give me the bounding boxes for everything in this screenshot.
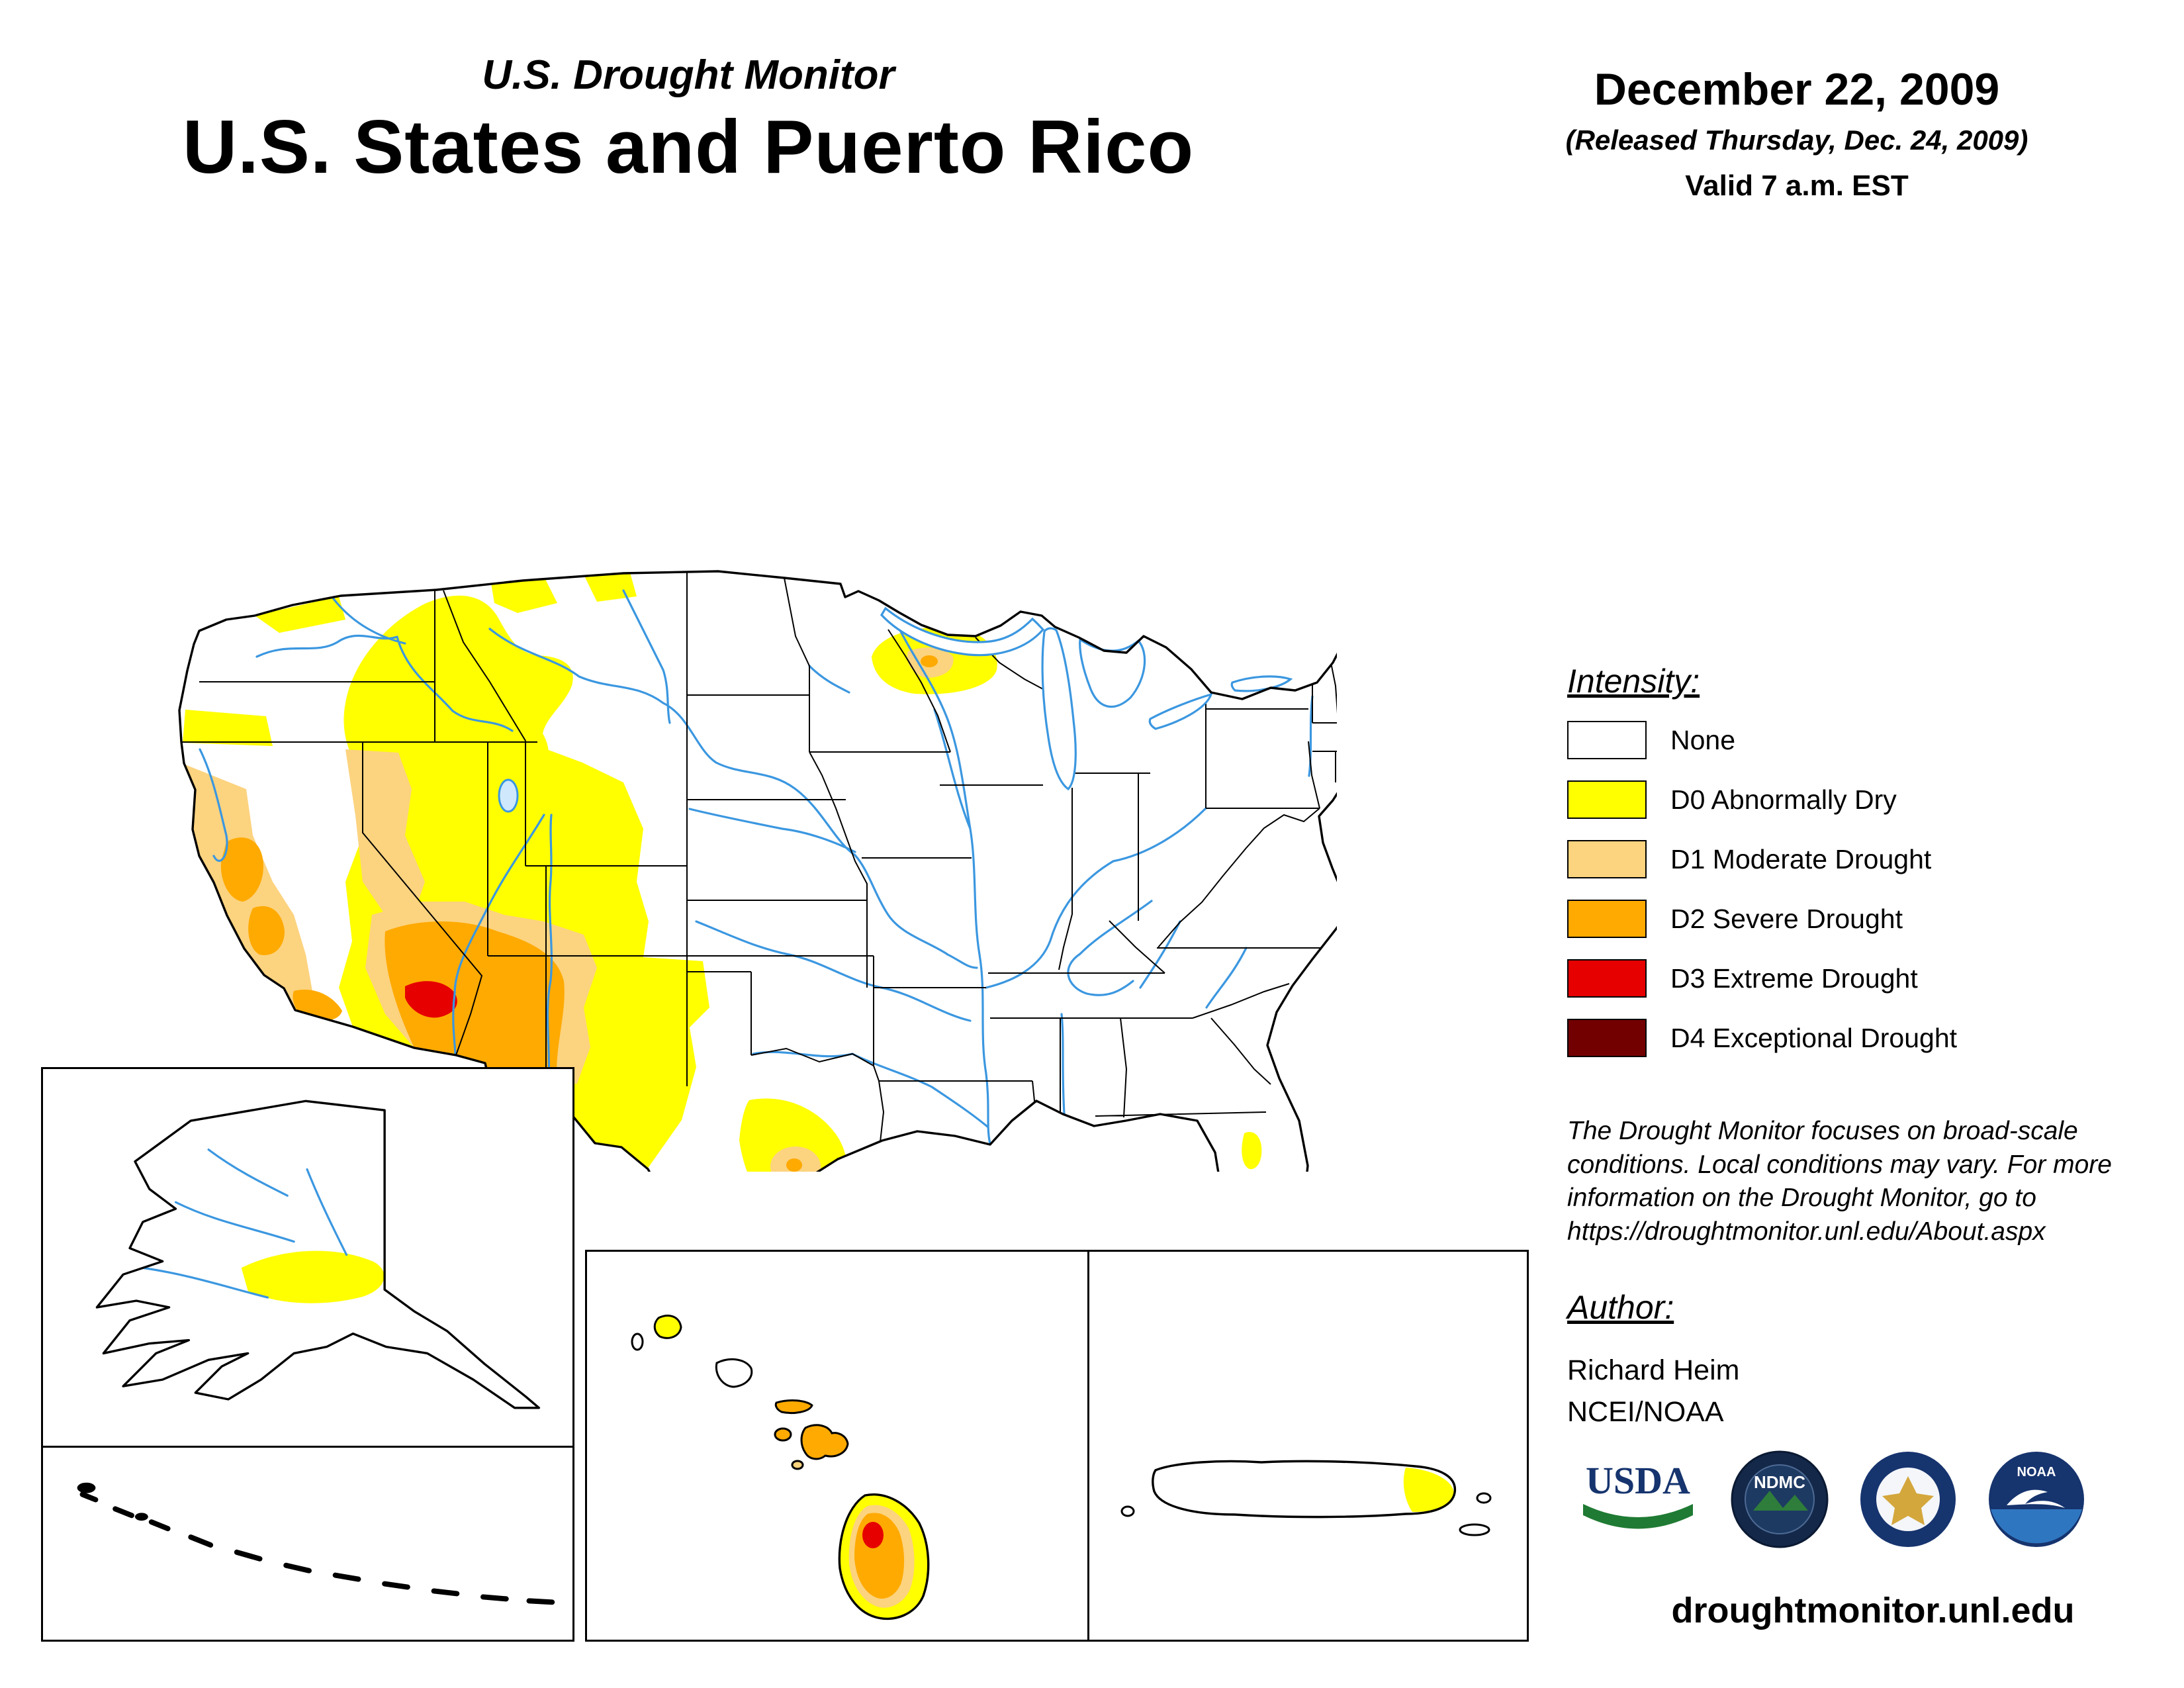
legend-label: None	[1670, 724, 1736, 755]
alaska-inset	[41, 1067, 574, 1448]
swatch-d4	[1567, 1019, 1647, 1057]
noaa-sea	[1991, 1509, 2082, 1544]
puerto-rico-d0-area	[1403, 1468, 1454, 1513]
puerto-rico-inset	[1087, 1250, 1529, 1642]
lake-superior	[880, 606, 1045, 657]
disclaimer-text: The Drought Monitor focuses on broad-sca…	[1567, 1117, 2112, 1246]
commerce-eagle-emblem	[1882, 1476, 1934, 1525]
aleutians-inset	[41, 1446, 574, 1642]
aleutians-map	[77, 1482, 555, 1605]
legend-item: D2 Severe Drought	[1567, 899, 2184, 939]
swatch-d3	[1567, 959, 1647, 998]
author-heading: Author:	[1567, 1289, 1674, 1326]
big-island	[838, 1493, 930, 1620]
author-name: Richard Heim	[1567, 1354, 1740, 1386]
us-outline	[178, 570, 1337, 1172]
map-date: December 22, 2009	[1594, 64, 2000, 115]
noaa-logo-text: NOAA	[2017, 1465, 2056, 1479]
hawaii-map	[631, 1315, 930, 1620]
program-title: U.S. Drought Monitor	[482, 52, 895, 98]
header-left: U.S. Drought Monitor U.S. States and Pue…	[0, 52, 1377, 191]
us-drought-map	[178, 570, 1337, 1172]
legend-label: D1 Moderate Drought	[1670, 843, 1932, 874]
legend-label: D4 Exceptional Drought	[1670, 1022, 1958, 1053]
legend-label: D0 Abnormally Dry	[1670, 784, 1897, 815]
puerto-rico-island	[1152, 1461, 1455, 1517]
molokai	[774, 1399, 813, 1415]
alaska-d0-area	[241, 1250, 385, 1303]
author-org: NCEI/NOAA	[1567, 1396, 1724, 1428]
legend-item: D3 Extreme Drought	[1567, 959, 2184, 998]
kauai	[653, 1315, 682, 1339]
maui	[800, 1424, 849, 1460]
legend-heading: Intensity:	[1567, 663, 1700, 700]
kahoolawe	[791, 1460, 804, 1470]
valid-time: Valid 7 a.m. EST	[1685, 169, 1909, 202]
legend-label: D2 Severe Drought	[1670, 903, 1903, 934]
lake-michigan	[1041, 627, 1077, 791]
header-right: December 22, 2009 (Released Thursday, De…	[1443, 64, 2151, 203]
swatch-d1	[1567, 840, 1647, 878]
mona	[1120, 1505, 1135, 1517]
ndmc-mountains	[1753, 1491, 1808, 1511]
d2-severe-drought-areas	[220, 655, 938, 1172]
legend-item: None	[1567, 720, 2184, 760]
great-salt-lake	[498, 778, 519, 813]
legend: Intensity: None D0 Abnormally Dry D1 Mod…	[1567, 662, 2184, 1058]
aleutian-island-chain	[79, 1491, 555, 1605]
noaa-gull	[2007, 1489, 2065, 1508]
oahu	[715, 1358, 753, 1388]
author-block: Author: Richard Heim NCEI/NOAA	[1567, 1288, 1739, 1429]
commerce-logo	[1860, 1452, 1956, 1547]
swatch-d0	[1567, 780, 1647, 819]
legend-label: D3 Extreme Drought	[1670, 962, 1918, 994]
rivers	[199, 589, 1314, 1145]
legend-item: D0 Abnormally Dry	[1567, 780, 2184, 820]
lake-huron	[1079, 637, 1146, 708]
usda-swoosh	[1583, 1504, 1693, 1529]
agency-logos: USDA NDMC NOAA	[1575, 1450, 2171, 1549]
d3-extreme-drought-areas	[405, 981, 457, 1018]
niihau	[631, 1333, 644, 1351]
swatch-none	[1567, 721, 1647, 759]
vieques	[1459, 1523, 1490, 1536]
legend-item: D4 Exceptional Drought	[1567, 1018, 2184, 1058]
swatch-d2	[1567, 900, 1647, 938]
lanai	[774, 1427, 792, 1442]
ndmc-logo-text: NDMC	[1754, 1472, 1805, 1492]
usda-logo-text: USDA	[1586, 1459, 1690, 1502]
usda-logo: USDA	[1583, 1459, 1693, 1529]
ndmc-logo: NDMC	[1731, 1450, 1829, 1548]
site-url: droughtmonitor.unl.edu	[1671, 1591, 2075, 1630]
culebra	[1476, 1492, 1492, 1504]
lake-erie	[1148, 692, 1213, 730]
puerto-rico-map	[1120, 1460, 1492, 1536]
alaska-map	[95, 1100, 541, 1409]
noaa-logo: NOAA	[1989, 1452, 2084, 1547]
great-lakes	[880, 606, 1293, 791]
legend-item: D1 Moderate Drought	[1567, 839, 2184, 879]
aleutian-island	[77, 1482, 96, 1493]
aleutian-island	[134, 1513, 148, 1521]
page-title: U.S. States and Puerto Rico	[182, 105, 1195, 189]
released-date: (Released Thursday, Dec. 24, 2009)	[1565, 124, 2028, 156]
hawaii-inset	[585, 1250, 1089, 1642]
